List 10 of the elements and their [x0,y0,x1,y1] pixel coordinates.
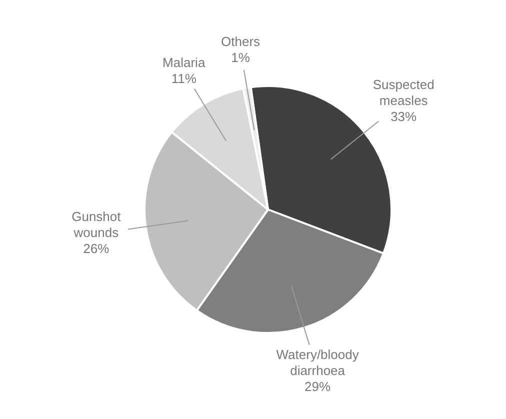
slice-label: Others [221,34,261,49]
slice-label: Suspected measles [372,76,434,108]
slice-label: Watery/bloody diarrhoea [276,347,360,378]
data-label: 26% [83,241,110,256]
data-label: 33% [390,108,418,124]
slice-label: Malaria [162,55,206,70]
data-label: 29% [304,379,331,394]
data-label: 11% [171,71,197,86]
slice-label: Gunshot wounds [72,209,122,240]
data-label: 1% [231,50,250,65]
